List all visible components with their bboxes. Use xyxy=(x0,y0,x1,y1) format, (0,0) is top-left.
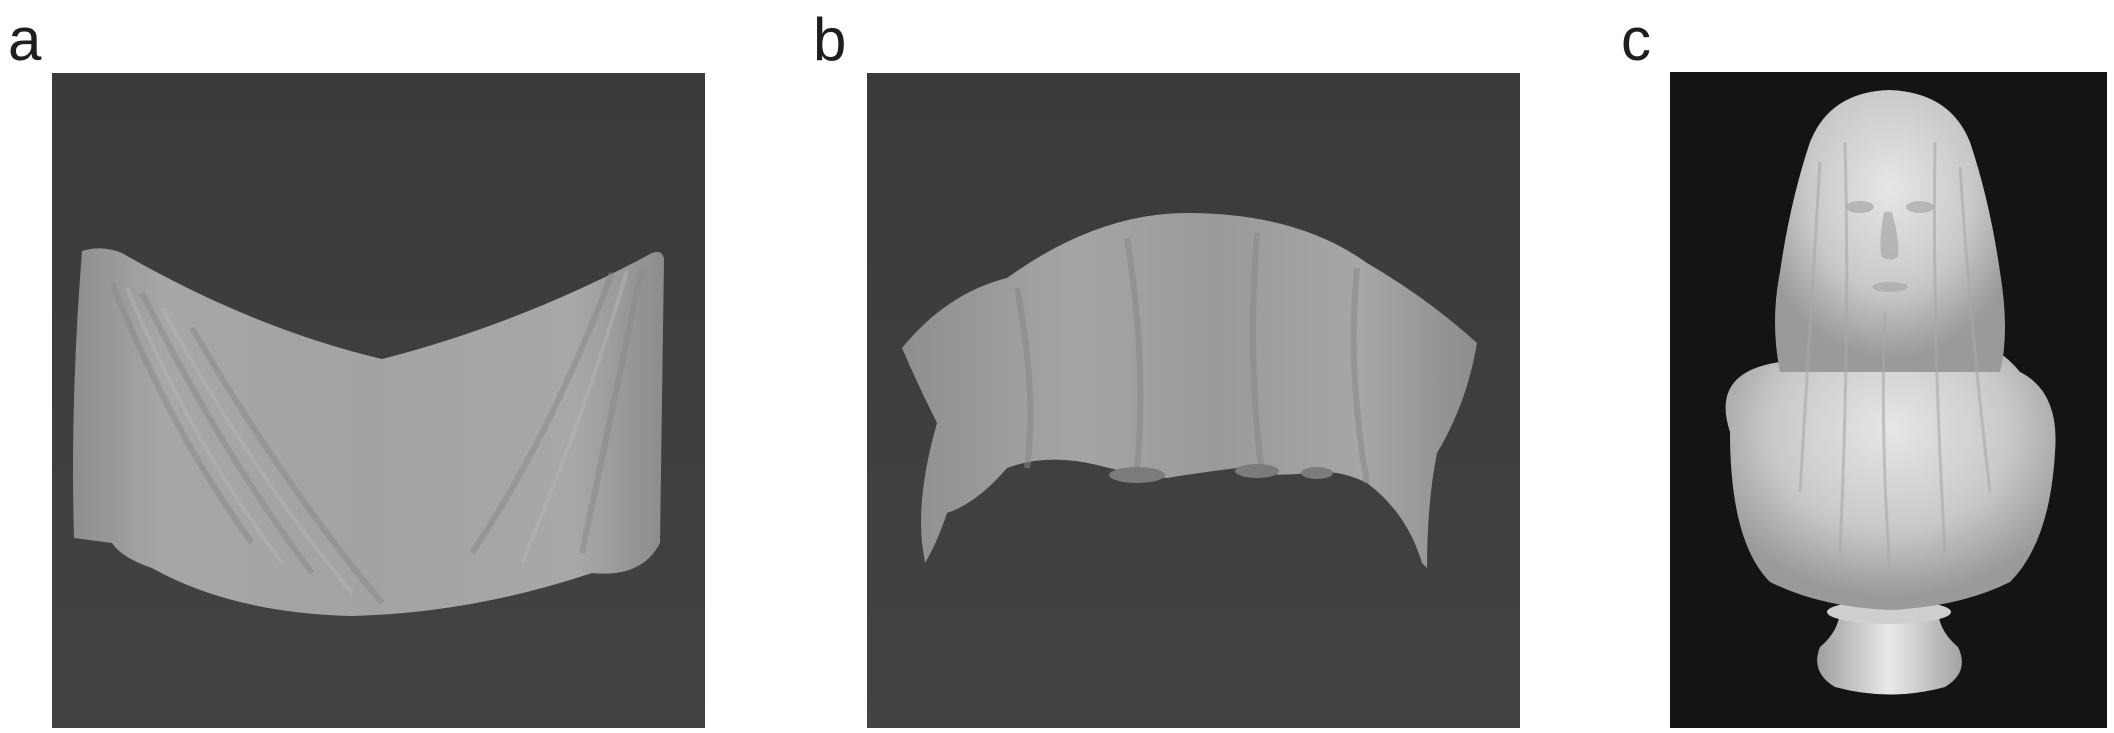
hanging-cloth-image xyxy=(52,73,705,728)
panel-label-c: c xyxy=(1621,6,1651,73)
panel-label-a: a xyxy=(8,6,42,73)
panel-a-cloth-render xyxy=(52,73,705,728)
panel-label-b: b xyxy=(813,6,847,73)
draped-cloth-image xyxy=(867,73,1520,728)
panel-c-veiled-bust-photo xyxy=(1670,72,2107,728)
veiled-bust-image xyxy=(1670,72,2107,728)
panel-b-cloth-render xyxy=(867,73,1520,728)
